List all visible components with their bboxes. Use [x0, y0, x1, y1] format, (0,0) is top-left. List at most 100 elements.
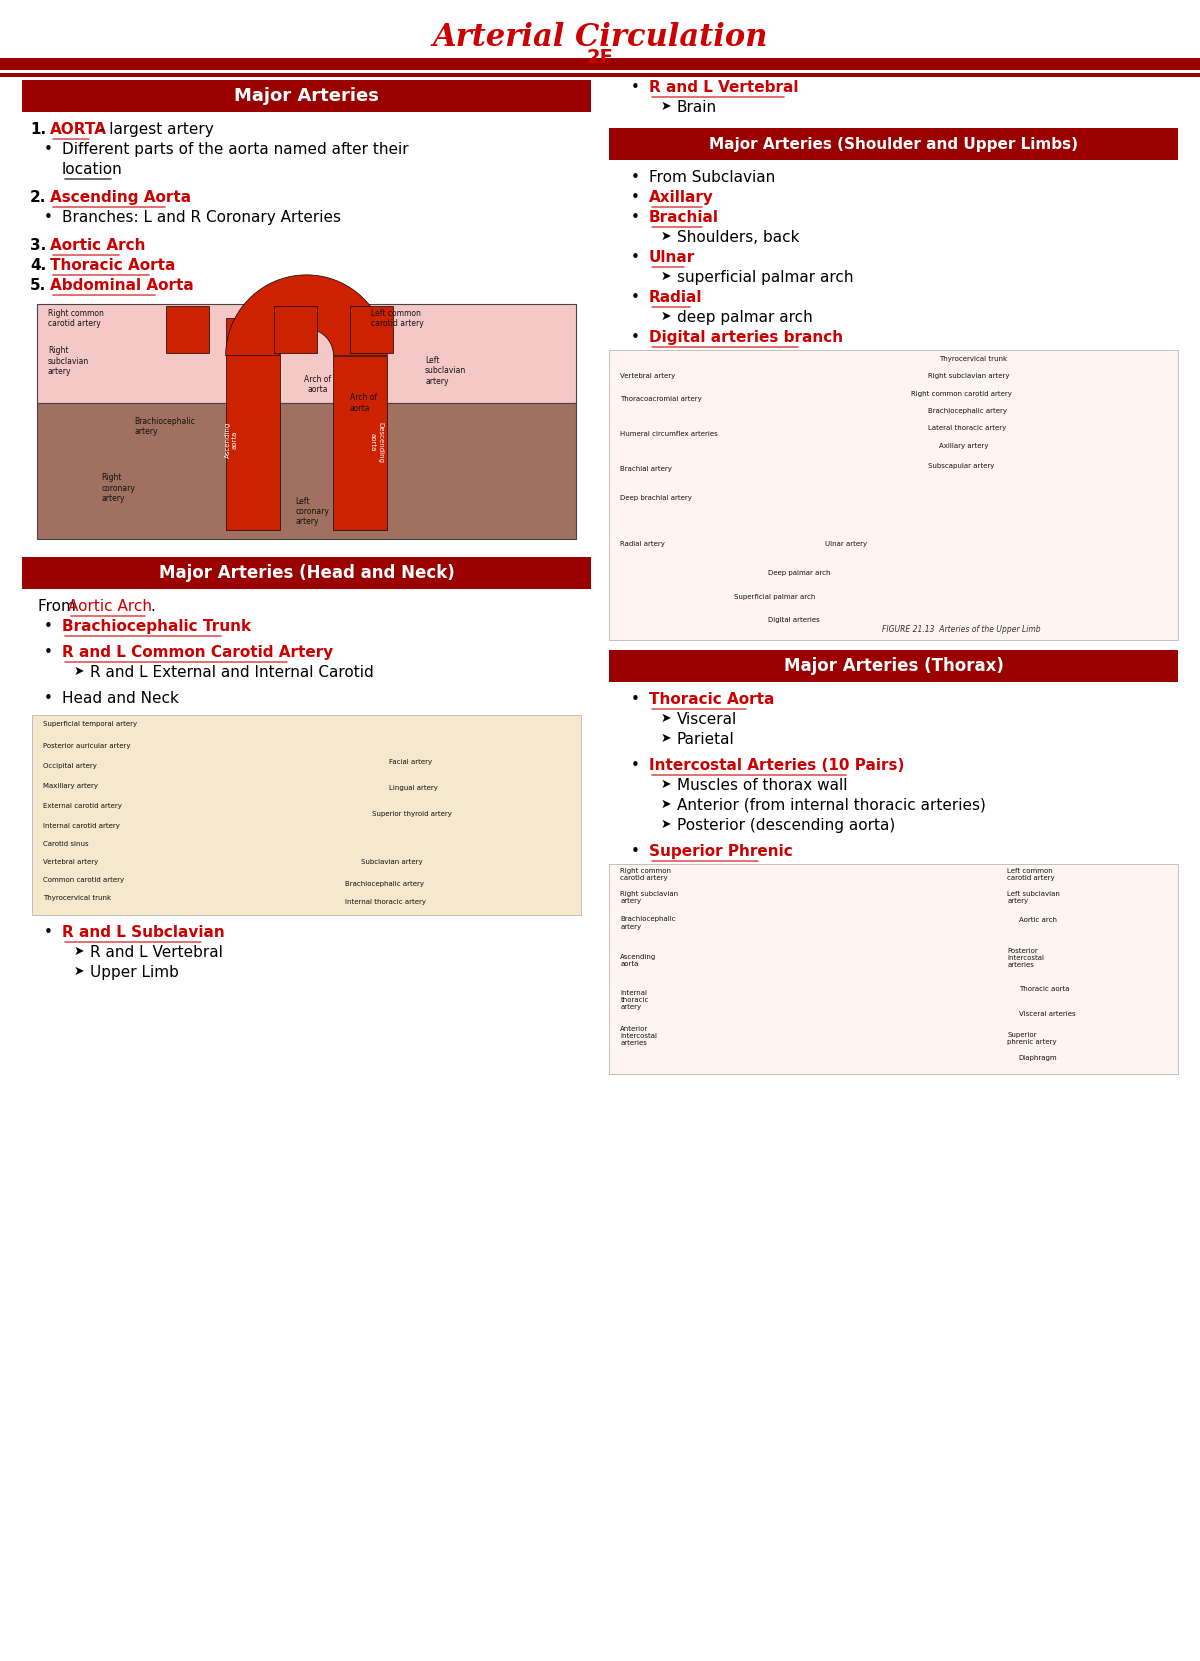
Text: R and L Subclavian: R and L Subclavian: [62, 925, 224, 940]
Text: •: •: [44, 644, 53, 659]
Bar: [610, 864, 1178, 1075]
Text: Upper Limb: Upper Limb: [90, 965, 179, 980]
Text: Vertebral artery: Vertebral artery: [43, 859, 98, 865]
Bar: [32, 714, 581, 915]
Text: Intercostal Arteries (10 Pairs): Intercostal Arteries (10 Pairs): [649, 757, 905, 772]
Text: R and L Vertebral: R and L Vertebral: [649, 80, 798, 95]
Text: Posterior auricular artery: Posterior auricular artery: [43, 742, 131, 749]
Text: 2F: 2F: [587, 48, 613, 66]
FancyBboxPatch shape: [610, 649, 1178, 683]
Text: R and L Vertebral: R and L Vertebral: [90, 945, 223, 960]
Bar: [37, 402, 576, 540]
Text: Visceral arteries: Visceral arteries: [1019, 1012, 1075, 1017]
Text: •: •: [631, 251, 640, 266]
Text: 5.: 5.: [30, 277, 47, 292]
Text: Subclavian artery: Subclavian artery: [361, 859, 424, 865]
Text: •: •: [631, 80, 640, 95]
Text: Muscles of thorax wall: Muscles of thorax wall: [677, 777, 847, 792]
Text: •: •: [631, 209, 640, 224]
Text: Left common
carotid artery: Left common carotid artery: [371, 309, 424, 329]
Text: •: •: [631, 757, 640, 772]
Text: Descending
aorta: Descending aorta: [370, 422, 383, 462]
Text: Major Arteries (Shoulder and Upper Limbs): Major Arteries (Shoulder and Upper Limbs…: [709, 136, 1078, 151]
Text: Right common carotid artery: Right common carotid artery: [911, 390, 1012, 397]
Bar: [610, 350, 1178, 639]
Text: Internal
thoracic
artery: Internal thoracic artery: [620, 990, 649, 1010]
Text: Lingual artery: Lingual artery: [389, 786, 438, 791]
Text: ➤: ➤: [661, 733, 672, 746]
Text: Brachiocephalic Trunk: Brachiocephalic Trunk: [62, 620, 251, 635]
Text: ➤: ➤: [661, 229, 672, 243]
FancyBboxPatch shape: [22, 80, 592, 111]
Text: Diaphragm: Diaphragm: [1019, 1055, 1057, 1061]
Text: Axillary artery: Axillary artery: [940, 443, 989, 448]
Text: Occipital artery: Occipital artery: [43, 762, 97, 769]
Text: Right subclavian
artery: Right subclavian artery: [620, 892, 678, 904]
Text: •: •: [44, 141, 53, 158]
Text: Radial: Radial: [649, 291, 702, 306]
Text: Anterior (from internal thoracic arteries): Anterior (from internal thoracic arterie…: [677, 797, 986, 812]
Text: Major Arteries (Head and Neck): Major Arteries (Head and Neck): [158, 565, 455, 581]
Text: •: •: [631, 844, 640, 859]
Text: FIGURE 21.13  Arteries of the Upper Limb: FIGURE 21.13 Arteries of the Upper Limb: [882, 626, 1040, 635]
Bar: [334, 355, 388, 530]
Text: Abdominal Aorta: Abdominal Aorta: [50, 277, 193, 292]
Text: Deep palmar arch: Deep palmar arch: [768, 570, 830, 576]
Text: - largest artery: - largest artery: [94, 121, 214, 136]
Text: Digital arteries branch: Digital arteries branch: [649, 331, 844, 345]
Text: Aortic Arch: Aortic Arch: [50, 238, 145, 252]
Text: Right common
carotid artery: Right common carotid artery: [48, 309, 103, 329]
FancyBboxPatch shape: [22, 556, 592, 590]
Text: •: •: [631, 291, 640, 306]
Text: Brachiocephalic artery: Brachiocephalic artery: [928, 409, 1007, 414]
Text: deep palmar arch: deep palmar arch: [677, 311, 812, 326]
Text: Anterior
intercostal
arteries: Anterior intercostal arteries: [620, 1026, 658, 1046]
Text: superficial palmar arch: superficial palmar arch: [677, 271, 853, 286]
Text: Posterior (descending aorta): Posterior (descending aorta): [677, 817, 895, 834]
Text: Thoracic Aorta: Thoracic Aorta: [50, 257, 175, 272]
Text: Superior thyroid artery: Superior thyroid artery: [372, 811, 452, 817]
Text: From: From: [38, 600, 80, 615]
Text: ➤: ➤: [661, 100, 672, 113]
Text: 1.: 1.: [30, 121, 46, 136]
Bar: [274, 306, 317, 354]
Text: Right common
carotid artery: Right common carotid artery: [620, 869, 671, 882]
Text: Major Arteries: Major Arteries: [234, 86, 379, 105]
Text: Brachial artery: Brachial artery: [620, 467, 672, 472]
Text: Branches: L and R Coronary Arteries: Branches: L and R Coronary Arteries: [62, 209, 341, 224]
Text: External carotid artery: External carotid artery: [43, 802, 122, 809]
Text: Right subclavian artery: Right subclavian artery: [928, 374, 1009, 379]
Text: •: •: [631, 169, 640, 184]
Text: Brachial: Brachial: [649, 209, 719, 224]
Text: R and L External and Internal Carotid: R and L External and Internal Carotid: [90, 664, 373, 679]
Text: ➤: ➤: [74, 664, 84, 678]
Text: ➤: ➤: [661, 797, 672, 811]
Bar: [0, 73, 1200, 76]
Text: Ulnar artery: Ulnar artery: [826, 541, 868, 548]
Text: Digital arteries: Digital arteries: [768, 616, 820, 623]
Text: .: .: [150, 600, 155, 615]
Text: 2.: 2.: [30, 189, 47, 204]
Text: Left subclavian
artery: Left subclavian artery: [1007, 892, 1060, 904]
Text: Thoracic aorta: Thoracic aorta: [1019, 985, 1069, 992]
Text: Arch of
aorta: Arch of aorta: [349, 394, 377, 412]
Text: Radial artery: Radial artery: [620, 541, 665, 548]
Text: Superficial temporal artery: Superficial temporal artery: [43, 721, 137, 728]
Text: Ascending Aorta: Ascending Aorta: [50, 189, 191, 204]
Text: R and L Common Carotid Artery: R and L Common Carotid Artery: [62, 644, 334, 659]
Bar: [226, 319, 280, 530]
Text: ➤: ➤: [74, 965, 84, 978]
Text: Ascending
aorta: Ascending aorta: [224, 422, 238, 458]
Text: Carotid sinus: Carotid sinus: [43, 840, 89, 847]
Text: Thoracic Aorta: Thoracic Aorta: [649, 693, 774, 708]
Text: ➤: ➤: [661, 817, 672, 830]
Text: Aortic arch: Aortic arch: [1019, 917, 1057, 922]
Text: location: location: [62, 163, 122, 178]
Text: •: •: [631, 331, 640, 345]
Text: Visceral: Visceral: [677, 713, 737, 728]
Text: Lateral thoracic artery: Lateral thoracic artery: [928, 425, 1006, 432]
FancyBboxPatch shape: [610, 128, 1178, 159]
Text: 3.: 3.: [30, 238, 47, 252]
Text: Facial artery: Facial artery: [389, 759, 432, 766]
Text: ➤: ➤: [661, 311, 672, 322]
